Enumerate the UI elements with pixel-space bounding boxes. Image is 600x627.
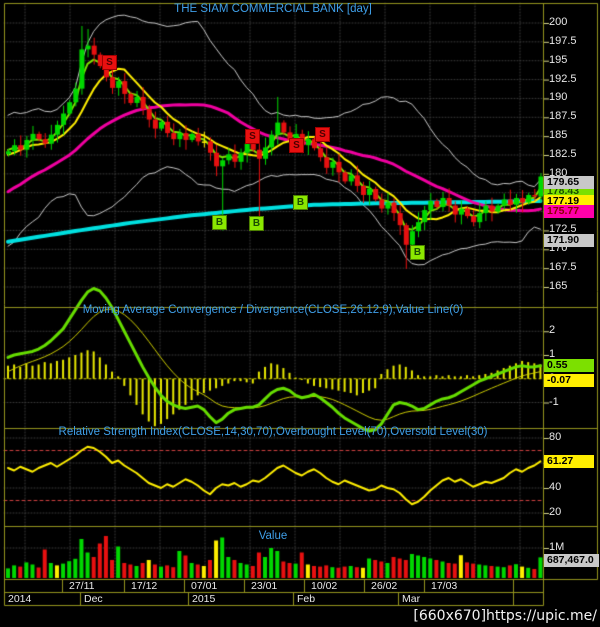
stock-chart-app: THE SIAM COMMERCIAL BANK [day] Moving Av…: [0, 0, 600, 627]
price-chart-canvas[interactable]: [0, 0, 600, 627]
